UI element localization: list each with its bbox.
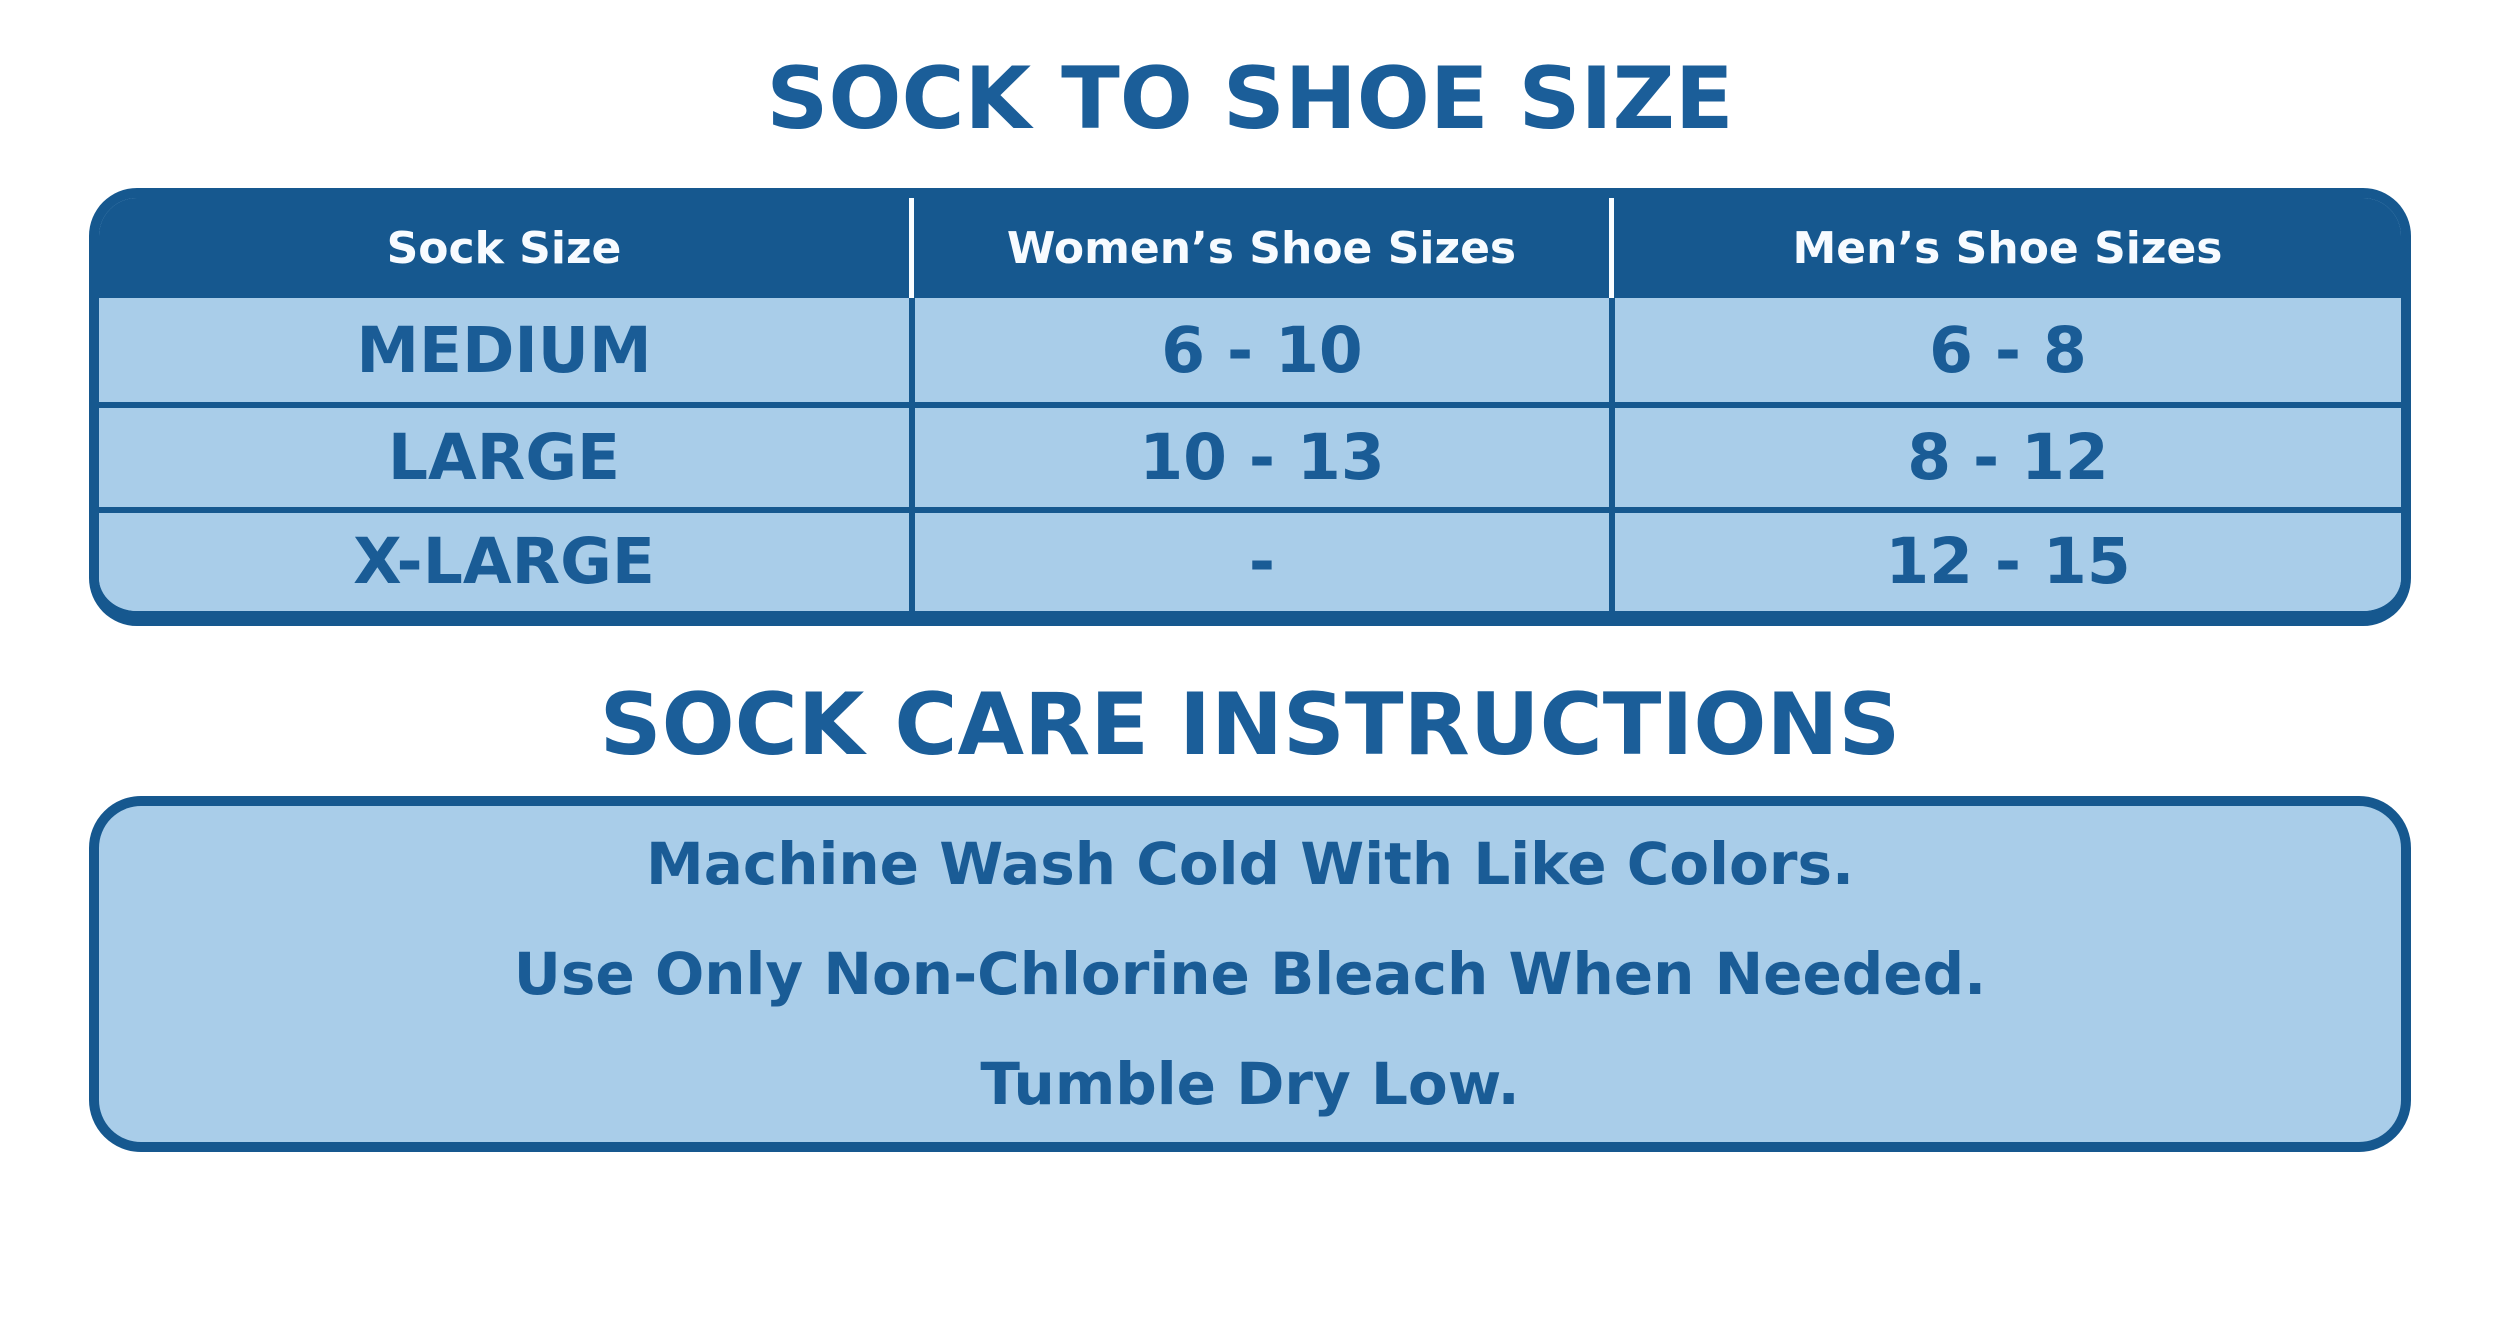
size-chart-table: Sock Size Women’s Shoe Sizes Men’s Shoe … (89, 188, 2411, 626)
column-header-sock-size: Sock Size (99, 198, 909, 298)
cell-medium-mens: 6 - 8 (1609, 298, 2401, 403)
column-header-mens-shoe-sizes: Men’s Shoe Sizes (1609, 198, 2401, 298)
sock-size-infographic: SOCK TO SHOE SIZE Sock Size Women’s Shoe… (0, 56, 2500, 1336)
cell-large-womens: 10 - 13 (909, 402, 1609, 507)
care-instructions-box: Machine Wash Cold With Like Colors. Use … (89, 796, 2411, 1152)
cell-xlarge-mens: 12 - 15 (1609, 506, 2401, 611)
cell-medium-womens: 6 - 10 (909, 298, 1609, 403)
cell-large-sock-size: LARGE (99, 402, 909, 507)
care-instruction-line-dry: Tumble Dry Low. (980, 1050, 1520, 1119)
care-instruction-line-wash: Machine Wash Cold With Like Colors. (645, 829, 1855, 898)
cell-xlarge-sock-size: X-LARGE (99, 506, 909, 611)
care-instructions-title: SOCK CARE INSTRUCTIONS (599, 675, 1901, 775)
cell-medium-sock-size: MEDIUM (99, 298, 909, 403)
cell-large-mens: 8 - 12 (1609, 402, 2401, 507)
size-chart-title: SOCK TO SHOE SIZE (766, 49, 1734, 149)
column-header-womens-shoe-sizes: Women’s Shoe Sizes (909, 198, 1609, 298)
care-instruction-line-bleach: Use Only Non-Chlorine Bleach When Needed… (513, 939, 1987, 1008)
cell-xlarge-womens: - (909, 506, 1609, 611)
